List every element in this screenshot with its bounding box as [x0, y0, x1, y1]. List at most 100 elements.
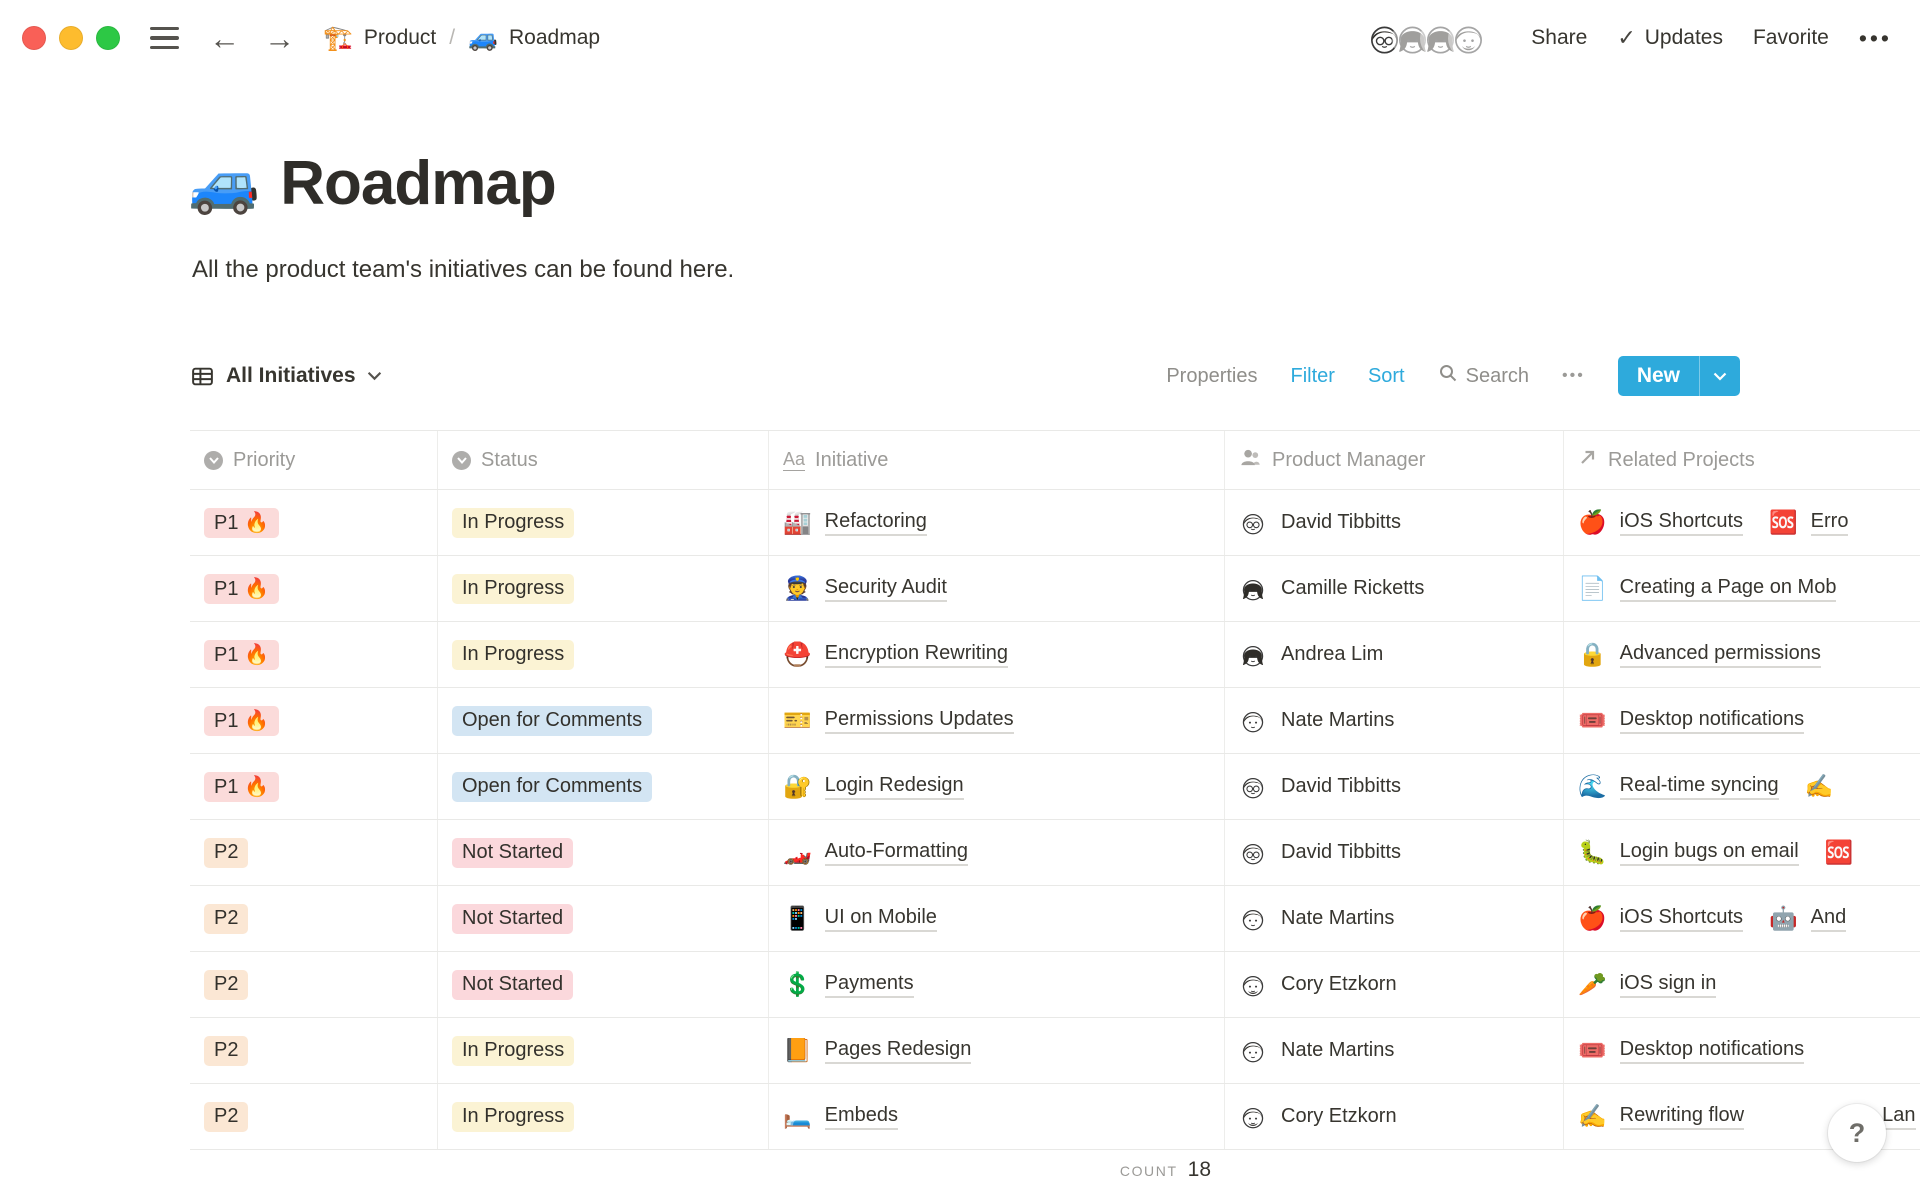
product-manager-cell[interactable]: Cory Etzkorn	[1225, 952, 1564, 1017]
status-cell[interactable]: In Progress	[438, 556, 769, 621]
column-header-status[interactable]: Status	[438, 431, 769, 489]
related-project-link[interactable]: ✍️	[1805, 773, 1847, 800]
related-project-link[interactable]: 🌊 Real-time syncing	[1578, 773, 1779, 800]
product-manager-cell[interactable]: Nate Martins	[1225, 688, 1564, 753]
column-header-priority[interactable]: Priority	[190, 431, 438, 489]
product-manager-cell[interactable]: David Tibbitts	[1225, 820, 1564, 885]
breadcrumb-item-roadmap[interactable]: Roadmap	[509, 26, 601, 49]
view-switcher[interactable]: All Initiatives	[190, 364, 382, 389]
initiative-cell[interactable]: 💲 Payments	[769, 952, 1225, 1017]
priority-cell[interactable]: P1 🔥	[190, 490, 438, 555]
product-manager-cell[interactable]: Camille Ricketts	[1225, 556, 1564, 621]
priority-cell[interactable]: P1 🔥	[190, 688, 438, 753]
initiative-link[interactable]: Pages Redesign	[824, 1038, 972, 1064]
user-avatar[interactable]	[1422, 19, 1460, 57]
related-cell[interactable]: 🍎 iOS Shortcuts 🆘 Erro	[1564, 490, 1920, 555]
initiative-cell[interactable]: ⛑️ Encryption Rewriting	[769, 622, 1225, 687]
product-manager-cell[interactable]: David Tibbitts	[1225, 754, 1564, 819]
related-project-link[interactable]: 🎟️ Desktop notifications	[1578, 1037, 1805, 1064]
related-project-link[interactable]: 📄 Creating a Page on Mob	[1578, 575, 1837, 602]
priority-cell[interactable]: P2	[190, 1018, 438, 1083]
related-cell[interactable]: ✍️ Rewriting flow Lan	[1564, 1084, 1920, 1149]
minimize-window-button[interactable]	[59, 26, 83, 50]
sidebar-toggle-icon[interactable]	[150, 26, 179, 50]
related-project-link[interactable]: 🆘	[1825, 839, 1867, 866]
status-cell[interactable]: In Progress	[438, 1018, 769, 1083]
properties-button[interactable]: Properties	[1166, 364, 1258, 387]
initiative-link[interactable]: Payments	[824, 972, 914, 998]
related-cell[interactable]: 🎟️ Desktop notifications	[1564, 688, 1920, 753]
related-cell[interactable]: 🎟️ Desktop notifications	[1564, 1018, 1920, 1083]
related-project-link[interactable]: 🍎 iOS Shortcuts	[1578, 905, 1744, 932]
status-cell[interactable]: Open for Comments	[438, 688, 769, 753]
count-aggregation[interactable]: COUNT 18	[769, 1158, 1211, 1182]
initiative-link[interactable]: Auto-Formatting	[824, 840, 969, 866]
sort-button[interactable]: Sort	[1367, 364, 1405, 387]
initiative-link[interactable]: Refactoring	[824, 510, 927, 536]
related-cell[interactable]: 🥕 iOS sign in	[1564, 952, 1920, 1017]
initiative-link[interactable]: Login Redesign	[824, 774, 964, 800]
priority-cell[interactable]: P2	[190, 886, 438, 951]
priority-cell[interactable]: P1 🔥	[190, 622, 438, 687]
initiative-cell[interactable]: 👮 Security Audit	[769, 556, 1225, 621]
initiative-cell[interactable]: 🏎️ Auto-Formatting	[769, 820, 1225, 885]
related-project-link[interactable]: 🤖 And	[1769, 905, 1847, 932]
status-cell[interactable]: Open for Comments	[438, 754, 769, 819]
share-button[interactable]: Share	[1531, 26, 1588, 49]
priority-cell[interactable]: P2	[190, 820, 438, 885]
product-manager-cell[interactable]: Nate Martins	[1225, 886, 1564, 951]
related-project-link[interactable]: 🆘 Erro	[1769, 509, 1849, 536]
page-icon[interactable]: 🚙	[188, 150, 261, 216]
initiative-link[interactable]: Encryption Rewriting	[824, 642, 1009, 668]
priority-cell[interactable]: P2	[190, 1084, 438, 1149]
column-header-initiative[interactable]: Aa Initiative	[769, 431, 1225, 489]
favorite-button[interactable]: Favorite	[1752, 26, 1829, 49]
related-cell[interactable]: 🍎 iOS Shortcuts 🤖 And	[1564, 886, 1920, 951]
product-manager-cell[interactable]: Nate Martins	[1225, 1018, 1564, 1083]
column-header-product-manager[interactable]: Product Manager	[1225, 431, 1564, 489]
new-button[interactable]: New	[1636, 364, 1680, 387]
related-project-link[interactable]: 🔒 Advanced permissions	[1578, 641, 1821, 668]
zoom-window-button[interactable]	[96, 26, 120, 50]
initiative-cell[interactable]: 🎫 Permissions Updates	[769, 688, 1225, 753]
initiative-link[interactable]: Permissions Updates	[824, 708, 1014, 734]
initiative-cell[interactable]: 📙 Pages Redesign	[769, 1018, 1225, 1083]
breadcrumb-item-product[interactable]: Product	[363, 26, 437, 49]
related-cell[interactable]: 📄 Creating a Page on Mob	[1564, 556, 1920, 621]
related-project-link[interactable]: 🥕 iOS sign in	[1578, 971, 1717, 998]
status-cell[interactable]: Not Started	[438, 820, 769, 885]
initiative-cell[interactable]: 🛏️ Embeds	[769, 1084, 1225, 1149]
initiative-cell[interactable]: 🔐 Login Redesign	[769, 754, 1225, 819]
user-avatar[interactable]	[1394, 19, 1432, 57]
close-window-button[interactable]	[22, 26, 46, 50]
help-button[interactable]: ?	[1828, 1104, 1886, 1162]
initiative-cell[interactable]: 📱 UI on Mobile	[769, 886, 1225, 951]
related-project-link[interactable]: Lan	[1882, 1104, 1916, 1130]
more-options-icon[interactable]: •••	[1858, 24, 1892, 51]
search-button[interactable]: Search	[1438, 363, 1529, 389]
forward-arrow-icon[interactable]: →	[264, 20, 295, 56]
related-project-link[interactable]: 🎟️ Desktop notifications	[1578, 707, 1805, 734]
related-cell[interactable]: 🌊 Real-time syncing ✍️	[1564, 754, 1920, 819]
related-project-link[interactable]: ✍️ Rewriting flow	[1578, 1103, 1745, 1130]
status-cell[interactable]: In Progress	[438, 622, 769, 687]
product-manager-cell[interactable]: Andrea Lim	[1225, 622, 1564, 687]
user-avatar[interactable]	[1450, 19, 1488, 57]
status-cell[interactable]: Not Started	[438, 952, 769, 1017]
status-cell[interactable]: In Progress	[438, 490, 769, 555]
initiative-link[interactable]: Embeds	[824, 1104, 899, 1130]
filter-button[interactable]: Filter	[1290, 364, 1335, 387]
status-cell[interactable]: In Progress	[438, 1084, 769, 1149]
initiative-cell[interactable]: 🏭 Refactoring	[769, 490, 1225, 555]
related-cell[interactable]: 🐛 Login bugs on email 🆘	[1564, 820, 1920, 885]
status-cell[interactable]: Not Started	[438, 886, 769, 951]
related-cell[interactable]: 🔒 Advanced permissions	[1564, 622, 1920, 687]
updates-button[interactable]: ✓ Updates	[1617, 25, 1723, 51]
related-project-link[interactable]: 🐛 Login bugs on email	[1578, 839, 1799, 866]
product-manager-cell[interactable]: David Tibbitts	[1225, 490, 1564, 555]
product-manager-cell[interactable]: Cory Etzkorn	[1225, 1084, 1564, 1149]
initiative-link[interactable]: Security Audit	[824, 576, 947, 602]
new-dropdown-button[interactable]	[1700, 372, 1740, 381]
initiative-link[interactable]: UI on Mobile	[824, 906, 937, 932]
priority-cell[interactable]: P1 🔥	[190, 754, 438, 819]
